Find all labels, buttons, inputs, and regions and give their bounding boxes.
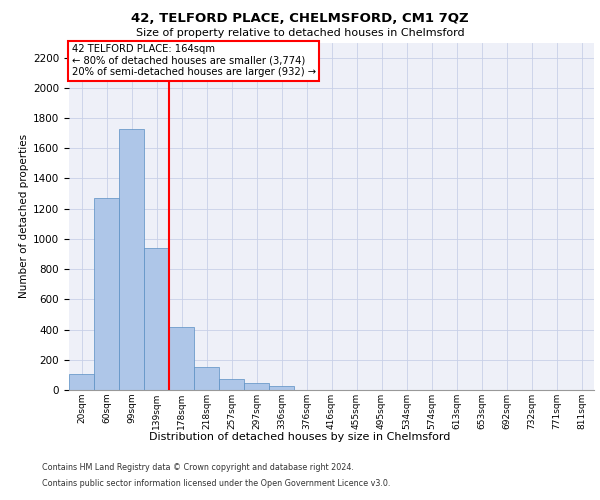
Bar bbox=[94, 198, 119, 390]
Bar bbox=[269, 386, 294, 390]
Bar bbox=[119, 128, 144, 390]
Bar bbox=[169, 326, 194, 390]
Text: 42 TELFORD PLACE: 164sqm
← 80% of detached houses are smaller (3,774)
20% of sem: 42 TELFORD PLACE: 164sqm ← 80% of detach… bbox=[71, 44, 316, 78]
Bar bbox=[244, 383, 269, 390]
Text: Contains HM Land Registry data © Crown copyright and database right 2024.: Contains HM Land Registry data © Crown c… bbox=[42, 462, 354, 471]
Bar bbox=[144, 248, 169, 390]
Text: Distribution of detached houses by size in Chelmsford: Distribution of detached houses by size … bbox=[149, 432, 451, 442]
Text: Size of property relative to detached houses in Chelmsford: Size of property relative to detached ho… bbox=[136, 28, 464, 38]
Text: Contains public sector information licensed under the Open Government Licence v3: Contains public sector information licen… bbox=[42, 479, 391, 488]
Bar bbox=[194, 368, 219, 390]
Bar bbox=[69, 374, 94, 390]
Y-axis label: Number of detached properties: Number of detached properties bbox=[19, 134, 29, 298]
Bar bbox=[219, 378, 244, 390]
Text: 42, TELFORD PLACE, CHELMSFORD, CM1 7QZ: 42, TELFORD PLACE, CHELMSFORD, CM1 7QZ bbox=[131, 12, 469, 26]
